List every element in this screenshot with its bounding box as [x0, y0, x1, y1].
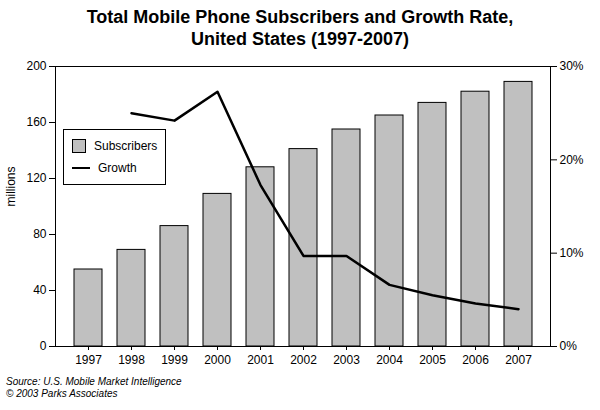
svg-text:2003: 2003: [333, 353, 360, 367]
html-text:© 2003 Parks Associates: © 2003 Parks Associates: [6, 388, 118, 399]
svg-text:20%: 20%: [560, 153, 584, 167]
svg-text:160: 160: [26, 115, 46, 129]
svg-text:0%: 0%: [560, 339, 578, 353]
svg-text:80: 80: [33, 227, 47, 241]
svg-text:2002: 2002: [290, 353, 317, 367]
svg-text:120: 120: [26, 171, 46, 185]
svg-text:2000: 2000: [204, 353, 231, 367]
html-text:Growth: Growth: [98, 161, 137, 175]
svg-text:10%: 10%: [560, 246, 584, 260]
html-text:Total Mobile Phone Subscribers: Total Mobile Phone Subscribers and Growt…: [86, 7, 514, 49]
svg-text:1999: 1999: [161, 353, 188, 367]
svg-text:2006: 2006: [462, 353, 489, 367]
html-text:Subscribers: Subscribers: [94, 139, 158, 153]
svg-text:millions: millions: [4, 166, 18, 206]
svg-text:30%: 30%: [560, 59, 584, 73]
svg-text:0: 0: [40, 339, 47, 353]
svg-text:40: 40: [33, 283, 47, 297]
svg-text:2001: 2001: [247, 353, 274, 367]
svg-text:1997: 1997: [75, 353, 102, 367]
svg-text:2005: 2005: [419, 353, 446, 367]
svg-text:200: 200: [26, 59, 46, 73]
svg-text:1998: 1998: [118, 353, 145, 367]
svg-text:2007: 2007: [505, 353, 532, 367]
svg-text:2004: 2004: [376, 353, 403, 367]
html-text:Source: U.S. Mobile Market Int: Source: U.S. Mobile Market Intelligence: [6, 376, 182, 387]
